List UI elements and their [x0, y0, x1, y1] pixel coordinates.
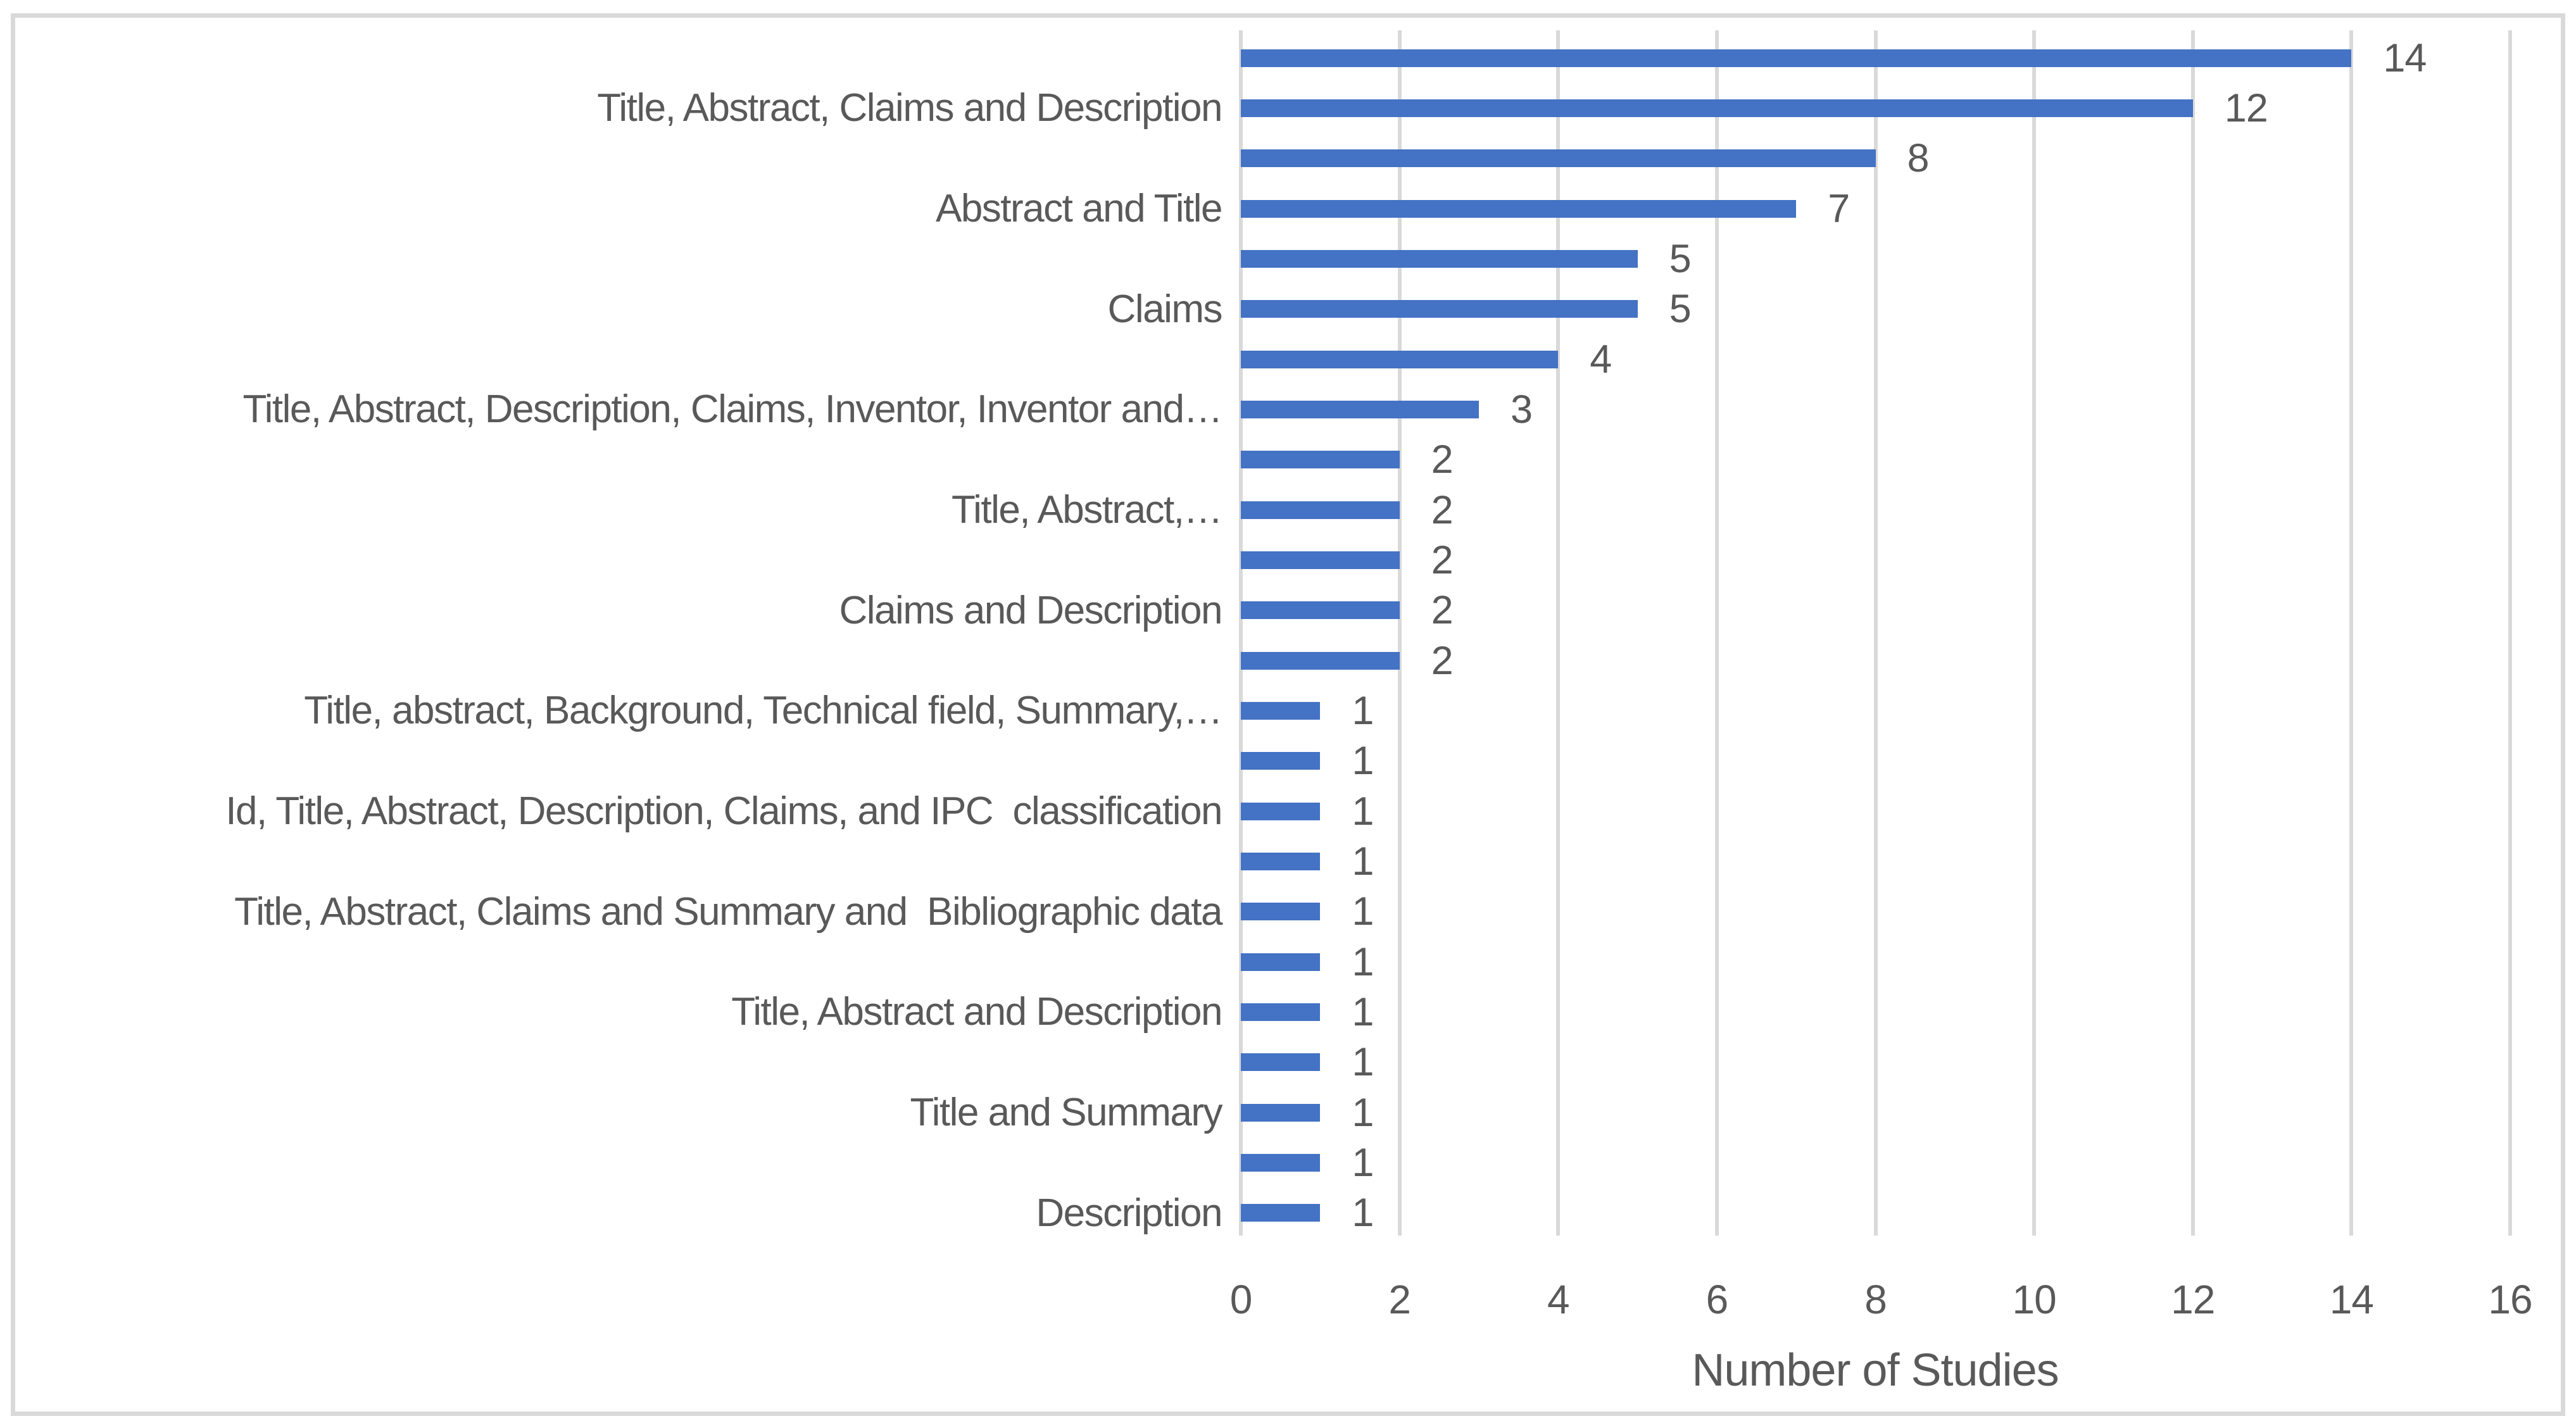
bar-value-label: 2 [1431, 537, 1454, 582]
bar [1241, 853, 1321, 870]
bar [1241, 49, 2352, 67]
bar-value-label: 1 [1352, 1140, 1374, 1185]
category-label: Description [1036, 1191, 1222, 1235]
bar-value-label: 2 [1431, 588, 1454, 633]
x-tick-label: 14 [2329, 1277, 2374, 1322]
x-tick-label: 12 [2171, 1277, 2215, 1322]
bar-value-label: 4 [1590, 337, 1612, 382]
bar-value-label: 5 [1669, 236, 1692, 281]
bar [1241, 199, 1797, 218]
category-label: Claims and Description [839, 588, 1223, 632]
x-tick-label: 2 [1388, 1277, 1411, 1322]
bar-value-label: 1 [1352, 839, 1374, 884]
bar-value-label: 2 [1431, 437, 1454, 482]
bar [1241, 752, 1321, 770]
bar [1241, 1103, 1321, 1122]
bar [1241, 802, 1321, 820]
bar [1241, 401, 1479, 418]
category-label: Abstract and Title [935, 187, 1223, 231]
bar-value-label: 7 [1828, 186, 1850, 231]
bar [1241, 1154, 1321, 1172]
x-tick-label: 10 [2012, 1277, 2057, 1322]
category-label: Title, Abstract and Description [731, 990, 1222, 1034]
x-tick-label: 16 [2488, 1277, 2532, 1322]
bar-value-label: 1 [1352, 1191, 1374, 1236]
category-label: Title, abstract, Background, Technical f… [304, 689, 1222, 733]
gridline [1239, 30, 1243, 1236]
bar [1241, 551, 1400, 569]
bar [1241, 501, 1400, 519]
bar [1241, 350, 1559, 368]
bar-value-label: 3 [1510, 387, 1533, 432]
bar [1241, 601, 1400, 620]
gridline [2349, 30, 2354, 1236]
x-axis-title: Number of Studies [1692, 1345, 2059, 1396]
gridline [1397, 30, 1402, 1236]
gridline [2190, 30, 2195, 1236]
category-label: Title, Abstract, Claims and Summary and … [234, 889, 1222, 934]
category-label: Title, Abstract, Description, Claims, In… [242, 387, 1223, 432]
bar-value-label: 1 [1352, 739, 1374, 784]
category-label: Title, Abstract,… [952, 488, 1223, 532]
bar [1241, 451, 1400, 469]
category-label: Id, Title, Abstract, Description, Claims… [225, 789, 1222, 834]
bar [1241, 1003, 1321, 1021]
gridline [1556, 30, 1561, 1236]
gridline [2508, 30, 2512, 1236]
bar-value-label: 1 [1352, 789, 1374, 834]
bar [1241, 300, 1638, 318]
x-tick-label: 0 [1229, 1277, 1253, 1322]
gridline [1714, 30, 1719, 1236]
bar-value-label: 12 [2224, 85, 2268, 130]
bar [1241, 953, 1321, 971]
bar [1241, 250, 1638, 268]
x-tick-label: 4 [1547, 1277, 1570, 1322]
bar-value-label: 1 [1352, 939, 1374, 984]
bar-value-label: 1 [1352, 688, 1374, 733]
bar [1241, 651, 1400, 670]
bar [1241, 903, 1321, 921]
x-tick-label: 6 [1706, 1277, 1729, 1322]
category-label: Title, Abstract, Claims and Description [597, 86, 1222, 130]
bar-value-label: 8 [1907, 136, 1930, 181]
bar-value-label: 1 [1352, 1090, 1374, 1135]
category-label: Claims [1107, 287, 1223, 331]
gridline [1873, 30, 1878, 1236]
bar [1241, 1204, 1321, 1222]
bar [1241, 702, 1321, 720]
bar-value-label: 1 [1352, 989, 1374, 1034]
gridline [2032, 30, 2037, 1236]
bar-value-label: 2 [1431, 487, 1454, 532]
bar-value-label: 1 [1352, 889, 1374, 934]
chart-border [11, 13, 2565, 1416]
category-label: Title and Summary [910, 1091, 1223, 1135]
bar-value-label: 1 [1352, 1040, 1374, 1085]
bar-value-label: 14 [2383, 35, 2427, 80]
x-tick-label: 8 [1864, 1277, 1887, 1322]
bar [1241, 1053, 1321, 1072]
bar-value-label: 2 [1431, 638, 1454, 683]
bar [1241, 149, 1876, 168]
bar-value-label: 5 [1669, 287, 1692, 332]
bar [1241, 99, 2193, 117]
